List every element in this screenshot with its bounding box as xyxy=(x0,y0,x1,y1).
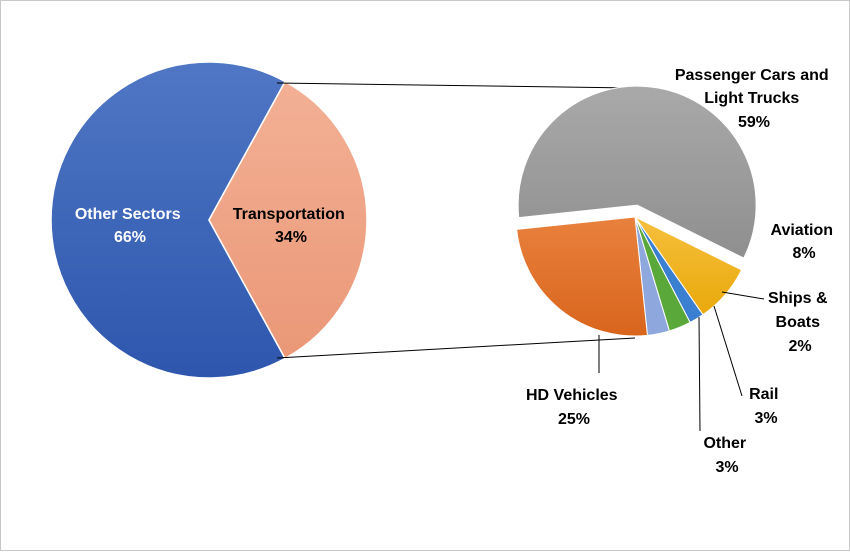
slice-hd-vehicles xyxy=(516,216,648,337)
label-rail: Rail 3% xyxy=(749,386,783,427)
leader-lines xyxy=(598,291,765,432)
label-hd-vehicles: HD Vehicles 25% xyxy=(526,387,622,428)
label-transportation: Transportation 34% xyxy=(233,206,349,246)
main-pie xyxy=(50,61,368,379)
connector-lines xyxy=(276,82,636,359)
leader-line-rail xyxy=(713,305,743,397)
slice-passenger-cars-and-light-trucks xyxy=(517,85,757,259)
connector-line-top xyxy=(276,82,634,89)
label-passenger-cars: Passenger Cars and Light Trucks 59% xyxy=(675,67,833,131)
leader-line-other xyxy=(698,316,701,432)
slice-other-sectors xyxy=(50,61,287,379)
slice-transportation xyxy=(208,80,368,360)
label-aviation: Aviation 8% xyxy=(771,222,838,262)
label-other-sectors: Other Sectors 66% xyxy=(75,206,185,246)
connector-line-bottom xyxy=(276,337,636,359)
label-other: Other 3% xyxy=(703,435,750,476)
leader-line-ships-boats xyxy=(721,291,765,300)
label-ships-boats: Ships & Boats 2% xyxy=(768,290,832,355)
secondary-pie xyxy=(516,85,757,337)
